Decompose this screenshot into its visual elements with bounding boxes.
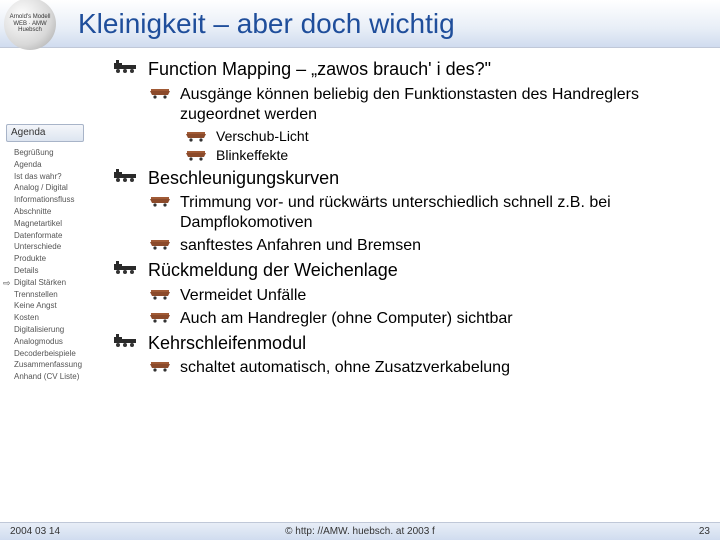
bullet-level-1: Beschleunigungskurven	[112, 167, 708, 190]
agenda-item: Magnetartikel	[6, 218, 108, 230]
bullet-text: sanftestes Anfahren und Bremsen	[180, 236, 421, 256]
logo: Arnold's Modell WEB · AMW Huebsch	[4, 0, 60, 54]
bullet-text: Kehrschleifenmodul	[148, 332, 306, 355]
sidebar: Agenda BegrüßungAgendaIst das wahr?Analo…	[0, 48, 112, 522]
bullet-level-2: sanftestes Anfahren und Bremsen	[148, 236, 708, 256]
bullet-text: Auch am Handregler (ohne Computer) sicht…	[180, 309, 513, 329]
page-title: Kleinigkeit – aber doch wichtig	[78, 8, 455, 40]
bullet-text: schaltet automatisch, ohne Zusatzverkabe…	[180, 358, 510, 378]
bullet-level-2: Auch am Handregler (ohne Computer) sicht…	[148, 309, 708, 329]
bullet-level-2: Vermeidet Unfälle	[148, 286, 708, 306]
agenda-item: Analogmodus	[6, 336, 108, 348]
agenda-item: Informationsfluss	[6, 195, 108, 207]
agenda-item: Digital Stärken	[6, 277, 108, 289]
agenda-item: Keine Angst	[6, 301, 108, 313]
bullet-level-2: Ausgänge können beliebig den Funktionsta…	[148, 85, 708, 125]
agenda-item: Unterschiede	[6, 242, 108, 254]
agenda-item: Produkte	[6, 254, 108, 266]
bullet-text: Function Mapping – „zawos brauch' i des?…	[148, 58, 491, 81]
agenda-item: Zusammenfassung	[6, 360, 108, 372]
wagon-icon	[148, 360, 172, 372]
agenda-item: Anhand (CV Liste)	[6, 372, 108, 384]
bullet-level-1: Function Mapping – „zawos brauch' i des?…	[112, 58, 708, 81]
train-icon	[112, 261, 140, 275]
agenda-item: Begrüßung	[6, 148, 108, 160]
agenda-header: Agenda	[6, 124, 84, 142]
main-content: Function Mapping – „zawos brauch' i des?…	[112, 48, 720, 522]
wagon-icon	[148, 87, 172, 99]
train-icon	[112, 169, 140, 183]
agenda-list: BegrüßungAgendaIst das wahr?Analog / Dig…	[6, 148, 108, 384]
wagon-icon	[184, 130, 208, 142]
bullet-level-2: Trimmung vor- und rückwärts unterschiedl…	[148, 193, 708, 233]
bullet-level-1: Rückmeldung der Weichenlage	[112, 259, 708, 282]
wagon-icon	[148, 195, 172, 207]
footer: 2004 03 14 © http: //AMW. huebsch. at 20…	[0, 522, 720, 540]
bullet-level-1: Kehrschleifenmodul	[112, 332, 708, 355]
bullet-level-2: schaltet automatisch, ohne Zusatzverkabe…	[148, 358, 708, 378]
agenda-item: Details	[6, 265, 108, 277]
bullet-text: Ausgänge können beliebig den Funktionsta…	[180, 85, 708, 125]
agenda-item: Analog / Digital	[6, 183, 108, 195]
footer-copyright: © http: //AMW. huebsch. at 2003 f	[285, 526, 435, 537]
wagon-icon	[148, 238, 172, 250]
wagon-icon	[184, 149, 208, 161]
agenda-item: Decoderbeispiele	[6, 348, 108, 360]
train-icon	[112, 334, 140, 348]
bullet-text: Beschleunigungskurven	[148, 167, 339, 190]
bullet-level-3: Verschub-Licht	[184, 128, 708, 146]
bullet-text: Blinkeffekte	[216, 147, 288, 165]
header-bar: Kleinigkeit – aber doch wichtig	[0, 0, 720, 48]
footer-page-number: 23	[699, 526, 710, 537]
bullet-text: Vermeidet Unfälle	[180, 286, 306, 306]
wagon-icon	[148, 288, 172, 300]
agenda-item: Digitalisierung	[6, 324, 108, 336]
logo-text: Arnold's Modell WEB · AMW Huebsch	[4, 0, 56, 50]
agenda-item: Ist das wahr?	[6, 171, 108, 183]
agenda-item: Agenda	[6, 159, 108, 171]
footer-date: 2004 03 14	[10, 526, 60, 537]
agenda-item: Trennstellen	[6, 289, 108, 301]
bullet-level-3: Blinkeffekte	[184, 147, 708, 165]
bullet-text: Rückmeldung der Weichenlage	[148, 259, 398, 282]
train-icon	[112, 60, 140, 74]
bullet-text: Trimmung vor- und rückwärts unterschiedl…	[180, 193, 708, 233]
agenda-item: Datenformate	[6, 230, 108, 242]
bullet-text: Verschub-Licht	[216, 128, 309, 146]
agenda-item: Abschnitte	[6, 206, 108, 218]
agenda-item: Kosten	[6, 313, 108, 325]
wagon-icon	[148, 311, 172, 323]
